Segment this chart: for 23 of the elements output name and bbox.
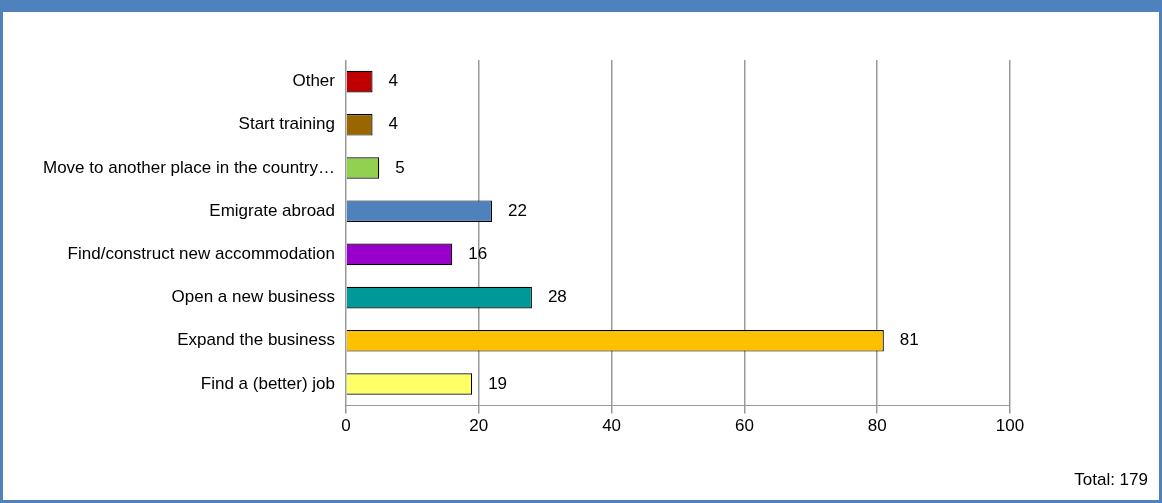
- x-tick-label: 100: [995, 416, 1025, 436]
- y-tick-label: Find/construct new accommodation: [67, 244, 335, 264]
- data-label: 19: [488, 373, 508, 393]
- x-tick-label: 60: [734, 416, 754, 436]
- data-label: 28: [547, 287, 567, 307]
- y-tick-label: Find a (better) job: [200, 373, 335, 393]
- y-tick-label: Start training: [238, 114, 335, 134]
- data-label: 16: [468, 244, 488, 264]
- x-tick-label: 0: [341, 416, 351, 436]
- y-tick-label: Move to another place in the country…: [43, 157, 335, 177]
- data-label: 5: [395, 157, 405, 177]
- x-tick-label: 20: [469, 416, 489, 436]
- y-tick-label: Expand the business: [177, 330, 335, 350]
- y-tick-label: Open a new business: [171, 287, 335, 307]
- data-label: 4: [388, 71, 399, 91]
- data-label: 81: [899, 330, 919, 350]
- data-label: 22: [508, 200, 527, 220]
- data-label: 4: [388, 114, 399, 134]
- text: Total: 179: [1074, 470, 1148, 490]
- x-tick-label: 80: [867, 416, 887, 436]
- x-tick-label: 40: [602, 416, 622, 436]
- y-tick-label: Emigrate abroad: [209, 200, 335, 220]
- y-tick-label: Other: [292, 71, 336, 91]
